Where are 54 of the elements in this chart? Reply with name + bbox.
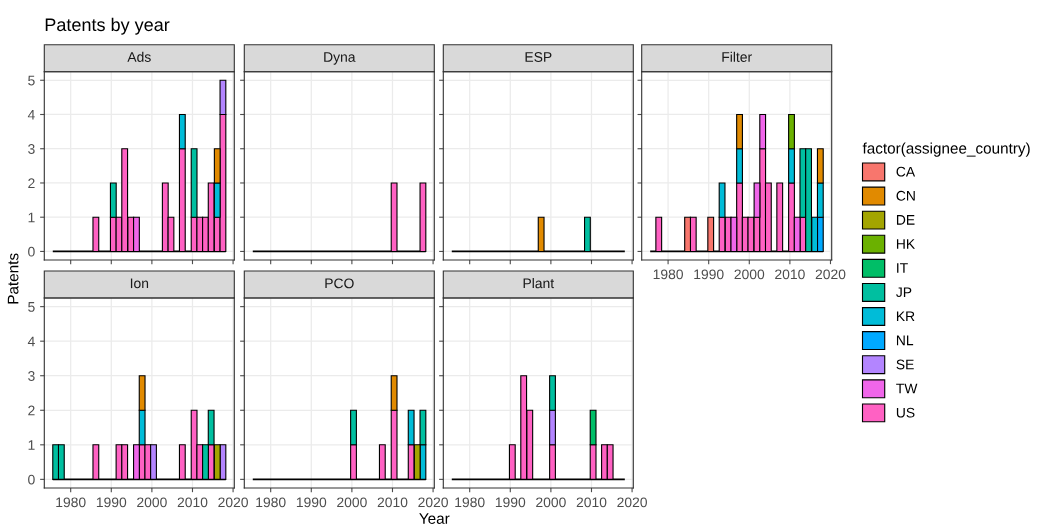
chart-subtitle: Filter <box>722 51 752 62</box>
x-tick-label: 1990 <box>495 497 526 508</box>
legend-title: factor(assignee_country) <box>862 142 1030 157</box>
x-tick-label: 1990 <box>96 497 127 508</box>
x-tick-label: 2000 <box>137 497 167 508</box>
chart-title: Patents by year <box>45 17 170 35</box>
x-axis-title: Year <box>419 513 450 524</box>
legend-label: DE <box>896 215 915 225</box>
legend-label: IT <box>897 263 908 273</box>
y-tick-label: 4 <box>27 109 35 120</box>
x-tick-label: 2000 <box>734 269 765 280</box>
x-tick-label: 2010 <box>775 269 805 280</box>
legend-label: CN <box>896 190 915 201</box>
chart-subtitle: ESP <box>525 52 552 62</box>
chart-subtitle: Dyna <box>324 52 356 65</box>
x-tick-label: 2010 <box>377 497 408 508</box>
chart-subtitle: PCO <box>325 278 354 289</box>
legend-label: JP <box>896 287 912 298</box>
legend-label: US <box>896 407 915 418</box>
x-tick-label: 2020 <box>815 269 846 280</box>
y-tick-label: 3 <box>28 144 35 154</box>
legend-label: SE <box>896 359 914 370</box>
legend-label: CA <box>896 166 916 177</box>
legend-label: NL <box>896 335 914 346</box>
x-tick-label: 1980 <box>256 497 286 508</box>
y-tick-label: 4 <box>27 336 35 347</box>
legend-label: TW <box>896 383 918 394</box>
x-tick-label: 2000 <box>536 497 566 508</box>
x-tick-label: 2010 <box>177 497 208 508</box>
chart-subtitle: Plant <box>523 278 555 289</box>
chart-subtitle: Ion <box>130 278 149 289</box>
y-tick-label: 2 <box>28 405 35 416</box>
x-tick-label: 1980 <box>56 497 86 508</box>
legend-label: KR <box>896 311 915 322</box>
y-tick-label: 1 <box>28 212 35 223</box>
x-tick-label: 2020 <box>418 497 448 508</box>
y-tick-label: 1 <box>28 440 35 450</box>
y-axis-title: Patents <box>7 253 19 304</box>
x-tick-label: 2020 <box>617 497 647 508</box>
x-tick-label: 1980 <box>653 269 683 280</box>
y-tick-label: 3 <box>28 371 35 381</box>
y-tick-label: 0 <box>28 246 35 257</box>
chart-subtitle: Ads <box>127 51 151 62</box>
y-tick-label: 5 <box>28 75 35 86</box>
x-tick-label: 1980 <box>455 497 485 508</box>
legend-label: HK <box>896 239 915 249</box>
x-tick-label: 2000 <box>337 497 367 508</box>
x-tick-label: 1990 <box>296 497 327 508</box>
x-tick-label: 2020 <box>218 497 248 508</box>
x-tick-label: 2010 <box>576 497 607 508</box>
x-tick-label: 1990 <box>694 269 724 280</box>
y-tick-label: 5 <box>28 302 35 312</box>
y-tick-label: 2 <box>28 178 35 188</box>
y-tick-label: 0 <box>28 474 35 485</box>
